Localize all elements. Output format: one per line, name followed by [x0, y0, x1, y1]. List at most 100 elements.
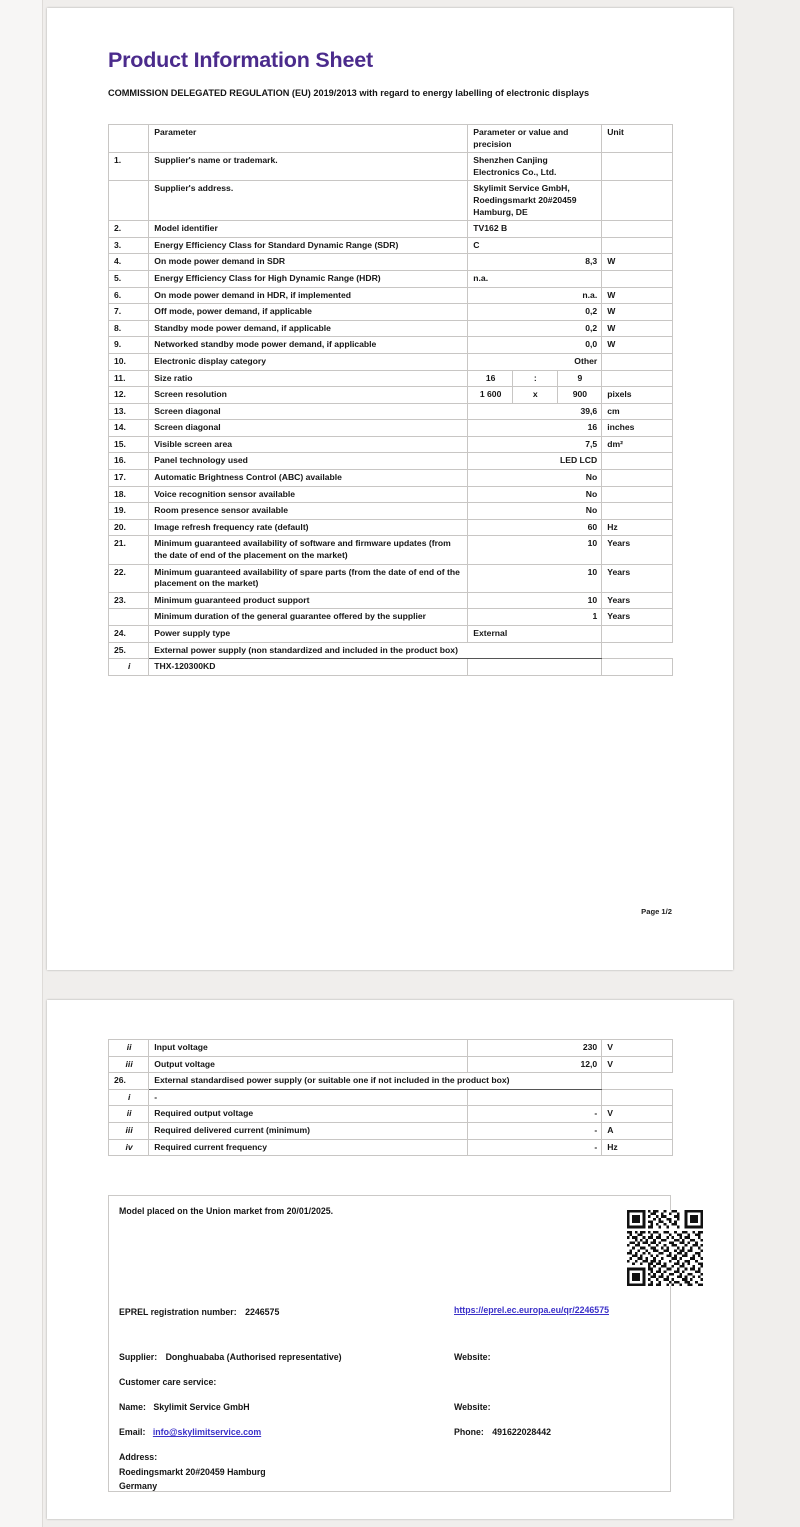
row-index: 22. — [107, 563, 150, 593]
row-parameter: Room presence sensor available — [148, 502, 469, 520]
row-index — [107, 180, 150, 222]
row-unit: pixels — [601, 386, 673, 404]
row-index: ii — [107, 1105, 150, 1123]
table-row: i- — [107, 1088, 673, 1107]
row-unit — [601, 369, 673, 388]
header-parameter: Parameter — [148, 123, 469, 154]
table-row: ii Input voltage 230 V — [107, 1039, 673, 1057]
row-parameter: Minimum guaranteed availability of softw… — [148, 535, 469, 565]
row-index: 24. — [107, 625, 150, 643]
table-row: 23. Minimum guaranteed product support 10 Y… — [107, 591, 673, 610]
row-value: 39,6 — [467, 402, 603, 421]
table-row: 16. Panel technology used LED LCD — [107, 452, 673, 471]
table-row: 24. Power supply type External — [107, 625, 673, 643]
supplier-value: Donghuababa (Authorised representative) — [165, 1352, 342, 1362]
row-value — [467, 1088, 603, 1107]
phone-row: Phone: 491622028442 — [454, 1426, 551, 1440]
row-parameter: Image refresh frequency rate (default) — [148, 518, 469, 537]
row-value-b: 9 — [556, 369, 603, 388]
row-parameter: Screen diagonal — [148, 402, 469, 421]
row-value: 10 — [467, 535, 603, 565]
row-parameter: Supplier's address. — [148, 180, 469, 222]
table-row: 22. Minimum guaranteed availability of sp… — [107, 563, 673, 593]
row-index: 14. — [107, 419, 150, 437]
row-unit: V — [601, 1105, 673, 1123]
row-index: 1. — [107, 152, 150, 182]
row-unit: dm² — [601, 435, 673, 454]
row-unit — [601, 152, 673, 182]
row-unit: Hz — [601, 1138, 673, 1157]
row-value: 0,2 — [467, 319, 603, 338]
row-unit: W — [601, 253, 673, 271]
row-parameter: Minimum guaranteed availability of spare… — [148, 563, 469, 593]
row-parameter: Energy Efficiency Class for High Dynamic… — [148, 269, 469, 288]
row-index: 23. — [107, 591, 150, 610]
row-unit — [601, 502, 673, 520]
row-index: 12. — [107, 386, 150, 404]
table-row: 4. On mode power demand in SDR 8,3 W — [107, 253, 673, 271]
row-parameter: External standardised power supply (or s… — [148, 1072, 603, 1090]
row-parameter: Power supply type — [148, 625, 469, 643]
eprel-number-value: 2246575 — [245, 1307, 280, 1317]
table-row: 26. External standardised power supply (o… — [107, 1072, 673, 1090]
eprel-label-text: EPREL registration number: — [119, 1307, 237, 1317]
row-unit: V — [601, 1039, 673, 1057]
row-parameter: Electronic display category — [148, 352, 469, 371]
customer-care-label: Customer care service: — [119, 1377, 217, 1387]
row-value: - — [467, 1105, 603, 1123]
product-parameters-table: Parameter Parameter or value and precisio… — [107, 123, 673, 676]
row-parameter: Voice recognition sensor available — [148, 485, 469, 504]
row-value: 7,5 — [467, 435, 603, 454]
email-link[interactable]: info@skylimitservice.com — [152, 1427, 262, 1437]
table-row: 18. Voice recognition sensor available No — [107, 485, 673, 504]
row-index: iii — [107, 1121, 150, 1140]
row-unit — [601, 485, 673, 504]
row-parameter: Input voltage — [148, 1039, 469, 1057]
product-parameters-table-wrapper: Parameter Parameter or value and precisio… — [107, 123, 673, 676]
row-parameter: Visible screen area — [148, 435, 469, 454]
row-parameter: External power supply (non standardized … — [148, 641, 603, 660]
row-value: TV162 B — [467, 220, 603, 238]
qr-code-icon — [626, 1210, 704, 1286]
row-value: n.a. — [467, 269, 603, 288]
row-unit: Years — [601, 535, 673, 565]
row-unit: cm — [601, 402, 673, 421]
row-index: iv — [107, 1138, 150, 1157]
row-unit: W — [601, 286, 673, 305]
row-unit: Years — [601, 563, 673, 593]
row-index: 15. — [107, 435, 150, 454]
row-value-separator: : — [511, 369, 558, 388]
row-parameter: Required delivered current (minimum) — [148, 1121, 469, 1140]
row-parameter: Minimum guaranteed product support — [148, 591, 469, 610]
row-unit — [601, 180, 673, 222]
row-value: 10 — [467, 591, 603, 610]
table-row: 7. Off mode, power demand, if applicable 0… — [107, 303, 673, 321]
header-value: Parameter or value and precision — [467, 123, 603, 154]
row-unit: Years — [601, 591, 673, 610]
row-parameter: Panel technology used — [148, 452, 469, 471]
row-value: No — [467, 469, 603, 487]
row-value: No — [467, 502, 603, 520]
row-unit: W — [601, 336, 673, 354]
row-index: 20. — [107, 518, 150, 537]
row-parameter: Standby mode power demand, if applicable — [148, 319, 469, 338]
row-parameter: Energy Efficiency Class for Standard Dyn… — [148, 236, 469, 255]
table-row: Supplier's address. Skylimit Service GmbH… — [107, 180, 673, 222]
table-row: 10. Electronic display category Other — [107, 352, 673, 371]
regulation-subtitle: COMMISSION DELEGATED REGULATION (EU) 201… — [108, 88, 590, 98]
row-value: LED LCD — [467, 452, 603, 471]
row-value: - — [467, 1121, 603, 1140]
table-row: 3. Energy Efficiency Class for Standard D… — [107, 236, 673, 255]
row-value: 16 — [467, 419, 603, 437]
phone-label: Phone: — [454, 1427, 484, 1437]
table-row: 13. Screen diagonal 39,6 cm — [107, 402, 673, 421]
row-unit — [601, 658, 673, 676]
row-value-separator: x — [511, 386, 558, 404]
table-row: iv Required current frequency - Hz — [107, 1138, 673, 1157]
row-index: iii — [107, 1055, 150, 1074]
eprel-qr-link[interactable]: https://eprel.ec.europa.eu/qr/2246575 — [454, 1305, 609, 1315]
address-label: Address: — [119, 1452, 158, 1462]
row-unit — [601, 469, 673, 487]
